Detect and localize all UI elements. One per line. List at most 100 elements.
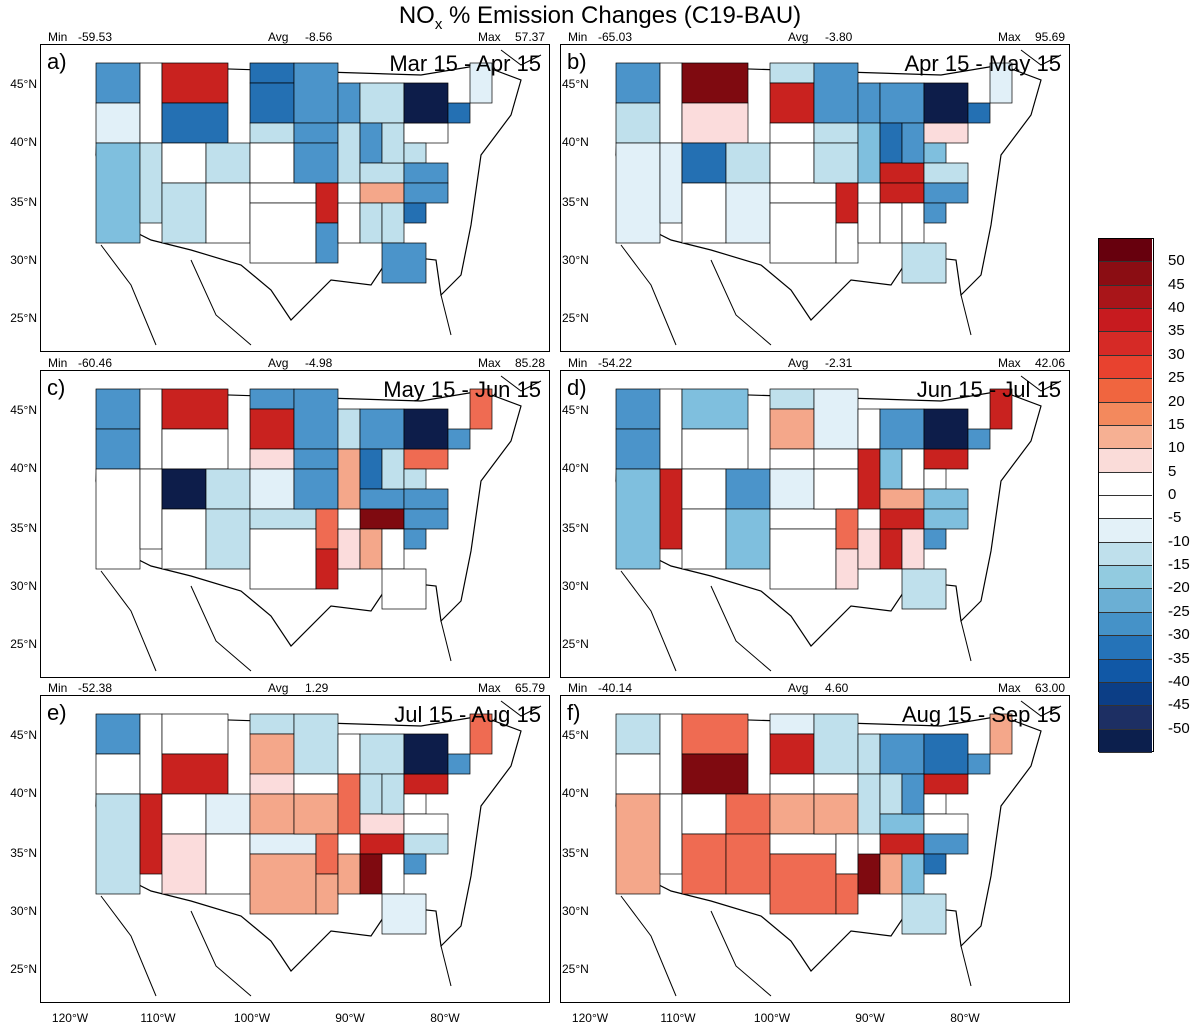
state-region-az [161, 182, 207, 244]
colorbar-swatch [1099, 706, 1152, 730]
state-region-mt [681, 62, 749, 104]
state-region-ia [293, 448, 339, 470]
state-region-ut [161, 793, 207, 835]
state-region-sc [923, 202, 947, 224]
state-region-mn [813, 713, 859, 775]
state-region-va [403, 162, 449, 184]
panel-avg-label: Avg [268, 681, 289, 695]
state-region-co [725, 142, 771, 184]
panel-date-range: Jul 15 - Aug 15 [394, 702, 541, 727]
state-region-pa [403, 122, 449, 144]
state-region-nc [403, 182, 449, 204]
state-region-ms [857, 202, 881, 244]
lat-tick-label: 30°N [10, 253, 37, 267]
colorbar-tick-label: -40 [1168, 672, 1190, 690]
panel-avg-value: 1.29 [305, 681, 329, 695]
state-region-nv [139, 142, 163, 224]
state-region-tx [249, 202, 317, 264]
state-region-ne [249, 448, 295, 470]
colorbar-tick-label: 50 [1168, 252, 1185, 270]
lon-tick-label: 90°W [335, 1011, 365, 1025]
state-region-or [95, 102, 141, 144]
state-region-ok [249, 508, 317, 530]
lat-tick-label: 45°N [562, 728, 589, 742]
state-region-la [315, 873, 339, 915]
state-region-nd [249, 388, 295, 410]
state-region-nv [139, 468, 163, 550]
state-region-va [923, 162, 969, 184]
state-region-ky [359, 813, 405, 835]
state-region-mn [293, 713, 339, 775]
state-region-ky [879, 813, 925, 835]
state-region-va [403, 488, 449, 510]
state-region-il [857, 448, 881, 510]
colorbar-tick-label: 25 [1168, 369, 1185, 387]
lon-tick-label: 110°W [660, 1011, 696, 1025]
state-region-me [989, 713, 1013, 755]
colorbar-swatch [1099, 425, 1152, 450]
state-region-ar [315, 508, 339, 550]
panel-avg-value: -3.80 [825, 30, 853, 44]
state-region-or [615, 753, 661, 795]
lon-tick-label: 80°W [950, 1011, 980, 1025]
lat-tick-label: 35°N [10, 195, 37, 209]
state-region-ga [901, 528, 925, 570]
panel-date-range: Apr 15 - May 15 [904, 51, 1061, 76]
state-region-ga [381, 202, 405, 244]
state-region-wa [615, 62, 661, 104]
colorbar-swatch [1099, 285, 1152, 310]
state-region-pa [923, 448, 969, 470]
state-region-id [659, 388, 683, 470]
state-region-al [359, 528, 383, 570]
state-region-ia [813, 448, 859, 470]
state-region-ut [681, 468, 727, 510]
colorbar-tick-label: 20 [1168, 392, 1185, 410]
state-region-mo [813, 468, 859, 510]
lat-tick-label: 35°N [562, 195, 589, 209]
lat-tick-label: 40°N [562, 786, 589, 800]
state-region-co [725, 793, 771, 835]
panel-min-value: -65.03 [598, 30, 633, 44]
state-region-me [989, 388, 1013, 430]
state-region-mi [359, 733, 405, 775]
lat-tick-label: 30°N [562, 579, 589, 593]
state-region-mo [293, 142, 339, 184]
state-region-wi [857, 408, 881, 450]
state-region-va [923, 488, 969, 510]
state-region-tx [769, 853, 837, 915]
state-region-ms [337, 853, 361, 895]
state-region-ky [879, 488, 925, 510]
state-region-wi [857, 733, 881, 775]
state-region-nv [659, 793, 683, 875]
state-region-fl [381, 893, 427, 935]
colorbar-tick-label: 40 [1168, 299, 1185, 317]
coastline [100, 49, 542, 346]
panel-avg-label: Avg [268, 30, 289, 44]
state-region-wy [681, 753, 749, 795]
state-region-mi [879, 408, 925, 450]
panel-date-range: Mar 15 - Apr 15 [389, 51, 541, 76]
state-region-al [879, 202, 903, 244]
lat-tick-label: 25°N [10, 637, 37, 651]
lat-tick-label: 35°N [562, 846, 589, 860]
state-region-ca [615, 468, 661, 570]
colorbar-swatch [1099, 636, 1152, 660]
coastline [100, 700, 542, 997]
state-region-ar [315, 833, 339, 875]
state-region-oh [901, 122, 925, 164]
state-region-nc [923, 833, 969, 855]
state-region-tn [879, 182, 925, 204]
colorbar-tick-label: -20 [1168, 579, 1190, 597]
state-region-pa [403, 448, 449, 470]
state-region-nm [725, 508, 771, 570]
colorbar-tick-label: -35 [1168, 649, 1190, 667]
state-region-ar [315, 182, 339, 224]
state-region-mo [813, 793, 859, 835]
panel-max-value: 65.79 [515, 681, 546, 695]
panel-avg-value: -4.98 [305, 356, 333, 370]
state-region-in [879, 448, 903, 490]
colorbar-tick-label: -50 [1168, 719, 1190, 737]
panel-max-value: 85.28 [515, 356, 546, 370]
state-region-or [95, 428, 141, 470]
state-region-wv [403, 793, 427, 815]
